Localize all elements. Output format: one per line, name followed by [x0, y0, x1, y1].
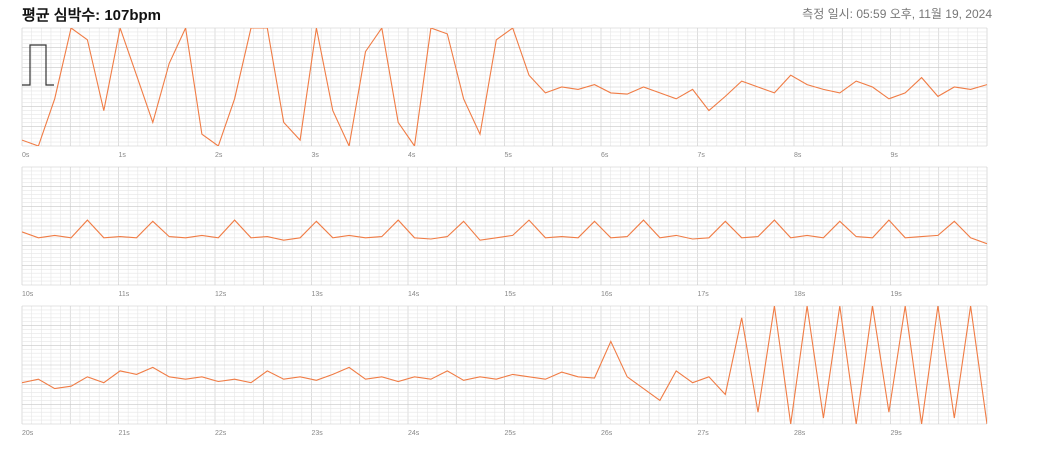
x-tick-label: 0s [22, 152, 30, 159]
x-tick-label: 22s [215, 430, 227, 437]
ecg-trace [22, 219, 987, 245]
x-tick-label: 19s [891, 291, 903, 298]
x-tick-label: 4s [408, 152, 416, 159]
x-tick-label: 26s [601, 430, 613, 437]
x-tick-label: 15s [505, 291, 517, 298]
x-tick-label: 27s [698, 430, 710, 437]
x-tick-label: 6s [601, 152, 609, 159]
x-tick-label: 18s [794, 291, 806, 298]
x-tick-label: 28s [794, 430, 806, 437]
x-tick-label: 21s [119, 430, 131, 437]
x-tick-label: 14s [408, 291, 420, 298]
x-tick-label: 13s [312, 291, 324, 298]
x-tick-label: 9s [891, 152, 899, 159]
x-tick-label: 29s [891, 430, 903, 437]
x-tick-label: 11s [119, 291, 130, 298]
x-tick-label: 1s [119, 152, 127, 159]
x-tick-label: 24s [408, 430, 420, 437]
x-tick-label: 7s [698, 152, 706, 159]
x-tick-label: 8s [794, 152, 802, 159]
x-tick-label: 16s [601, 291, 613, 298]
x-tick-label: 5s [505, 152, 513, 159]
strip: 0s 1s 2s 3s 4s 5s 6s 7s 8s 9s [21, 27, 988, 159]
x-tick-label: 10s [22, 291, 34, 298]
strip: 20s 21s 22s 23s 24s 25s 26s 27s 28s 29s [21, 305, 988, 437]
x-tick-label: 23s [312, 430, 324, 437]
calibration-pulse [22, 44, 54, 86]
ecg-trace [22, 28, 987, 146]
x-tick-label: 2s [215, 152, 223, 159]
x-tick-label: 25s [505, 430, 517, 437]
x-tick-label: 12s [215, 291, 227, 298]
x-tick-label: 3s [312, 152, 320, 159]
ecg-trace [22, 306, 987, 424]
x-tick-label: 20s [22, 430, 34, 437]
timestamp: 측정 일시: 05:59 오후, 11월 19, 2024 [802, 7, 992, 21]
x-tick-label: 17s [698, 291, 710, 298]
strip: 10s 11s 12s 13s 14s 15s 16s 17s 18s 19s [21, 166, 988, 298]
heart-rate-title: 평균 심박수: 107bpm [22, 7, 162, 24]
